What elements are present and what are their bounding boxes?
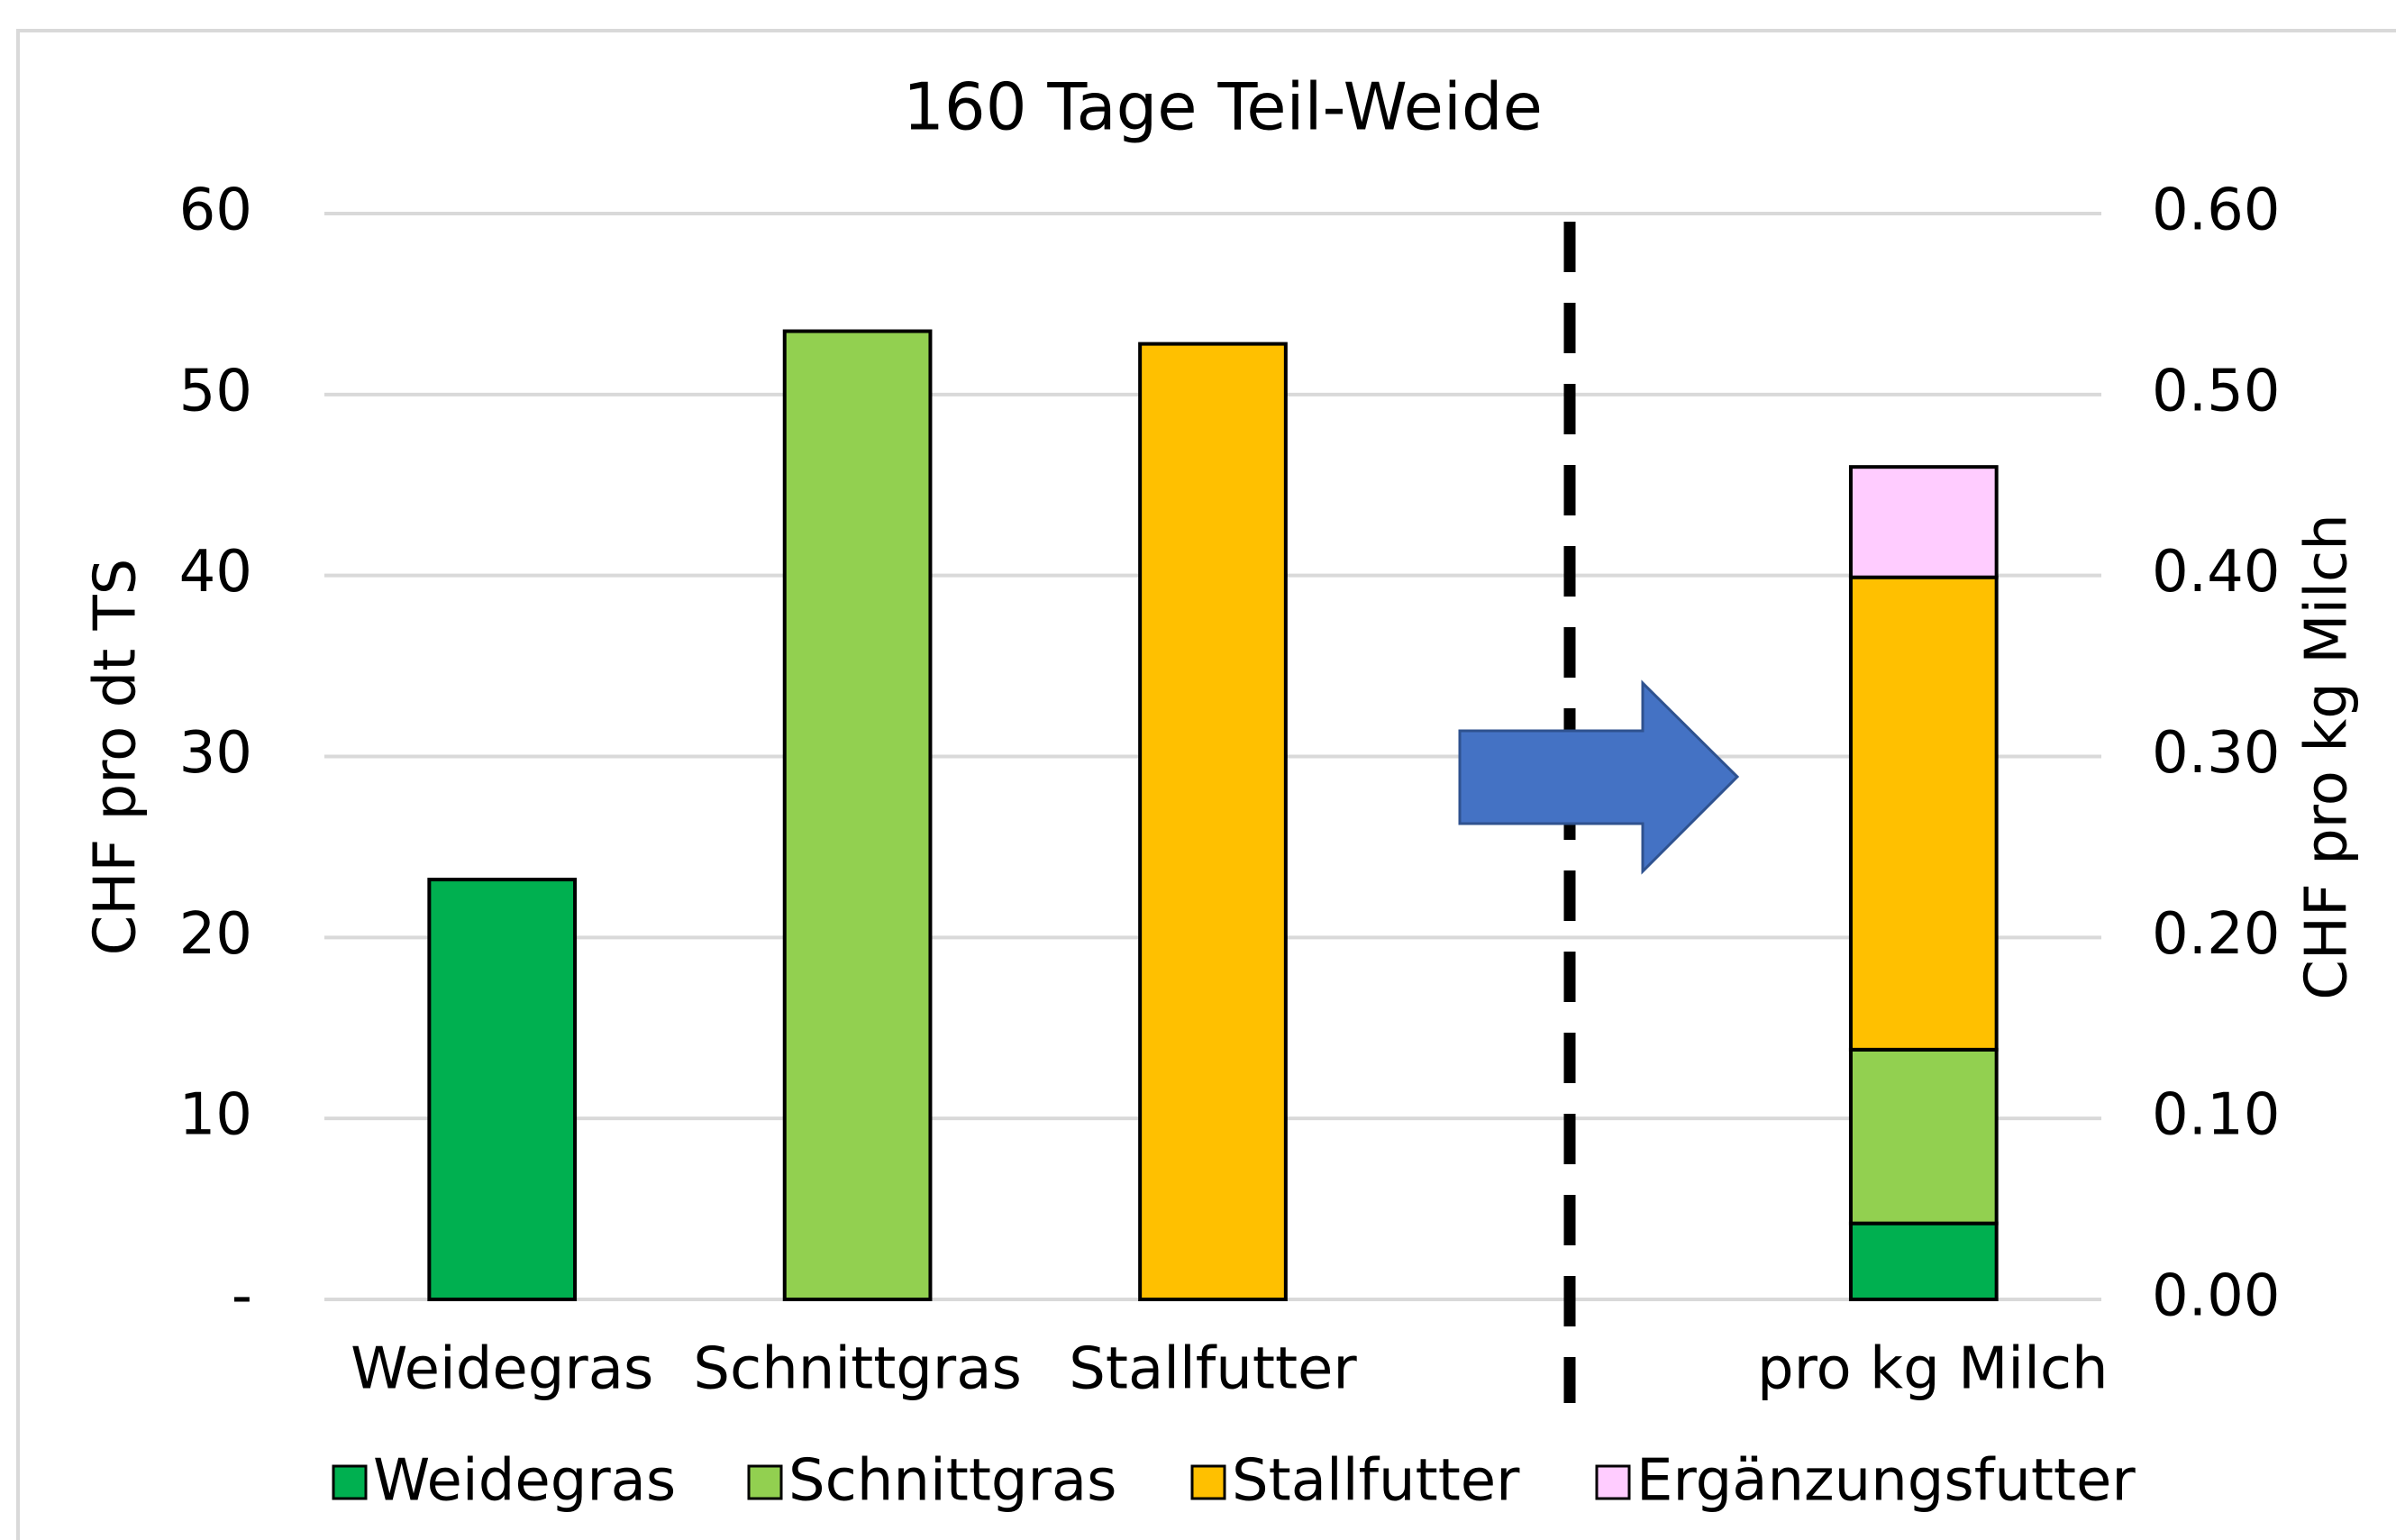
y2-tick-label: 0.20 xyxy=(2152,901,2281,968)
y-tick-label: 30 xyxy=(179,720,252,787)
stacked-bar-segment xyxy=(1848,465,1999,579)
legend-label: Weidegras xyxy=(373,1448,676,1515)
y2-tick-label: 0.40 xyxy=(2152,539,2281,606)
legend-swatch xyxy=(1190,1464,1226,1500)
legend-label: Schnittgras xyxy=(788,1448,1116,1515)
y2-tick-label: 0.10 xyxy=(2152,1082,2281,1149)
y2-tick-label: 0.60 xyxy=(2152,178,2281,244)
y-tick-label: 50 xyxy=(179,358,252,424)
legend-swatch xyxy=(332,1464,368,1500)
plot: - 10 20 30 40 50 60 Weidegras Schnittgras Stallfu… xyxy=(179,178,2281,1515)
y2-tick-label: 0.00 xyxy=(2152,1263,2281,1330)
bar xyxy=(427,878,578,1301)
stacked-bar-segment xyxy=(1848,575,1999,1052)
legend-swatch xyxy=(747,1464,783,1500)
stacked-bar-segment xyxy=(1848,1221,1999,1302)
chart-title: 160 Tage Teil-Weide xyxy=(903,69,1543,145)
legend-label: Stallfutter xyxy=(1232,1448,1520,1515)
x-tick-label: Weidegras xyxy=(351,1336,653,1403)
bar xyxy=(1138,342,1288,1302)
bar xyxy=(782,329,933,1302)
y-tick-label: 60 xyxy=(179,178,252,244)
y-tick-label: 10 xyxy=(179,1082,252,1149)
y2-axis-title: CHF pro kg Milch xyxy=(2294,514,2361,1000)
arrow xyxy=(1458,679,1740,875)
y-tick-label: - xyxy=(232,1263,252,1330)
x-tick-label: Stallfutter xyxy=(1069,1336,1357,1403)
y2-tick-label: 0.30 xyxy=(2152,720,2281,787)
x-tick-label: Schnittgras xyxy=(693,1336,1021,1403)
x-tick-label: pro kg Milch xyxy=(1757,1336,2109,1403)
stacked-bar-segment xyxy=(1848,1047,1999,1226)
y-tick-label: 40 xyxy=(179,539,252,606)
legend-label: Ergänzungsfutter xyxy=(1636,1448,2136,1515)
y-tick-label: 20 xyxy=(179,901,252,968)
y2-tick-label: 0.50 xyxy=(2152,358,2281,424)
legend-swatch xyxy=(1595,1464,1631,1500)
y-axis-title: CHF pro dt TS xyxy=(83,559,150,956)
